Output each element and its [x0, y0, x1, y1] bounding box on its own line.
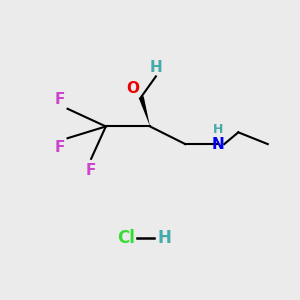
Text: H: H — [158, 229, 171, 247]
Text: F: F — [86, 163, 96, 178]
Text: O: O — [127, 80, 140, 95]
Text: H: H — [149, 60, 162, 75]
Text: N: N — [211, 136, 224, 152]
Polygon shape — [139, 96, 150, 126]
Text: Cl: Cl — [117, 229, 135, 247]
Text: H: H — [212, 123, 223, 136]
Text: F: F — [54, 140, 64, 155]
Text: F: F — [54, 92, 64, 107]
